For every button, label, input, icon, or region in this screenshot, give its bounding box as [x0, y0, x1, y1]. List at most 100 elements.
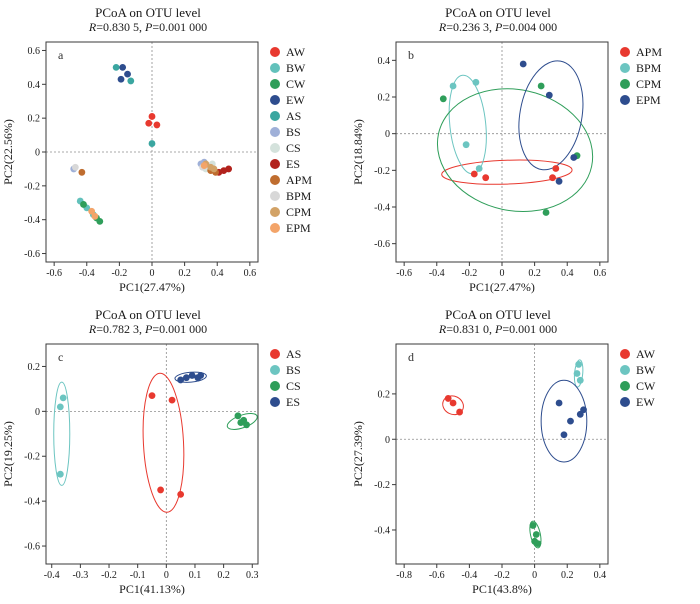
r-label: R — [88, 322, 97, 336]
legend-item-bpm: BPM — [620, 60, 662, 76]
legend-item-bw: BW — [270, 60, 312, 76]
scatter-plot-d: -0.8 -0.6 -0.4 -0.2 0 0.2 0.4 -0.4 -0.2 0 0.2 PC1(4… — [351, 343, 609, 596]
legend-item-ew: EW — [620, 394, 655, 410]
legend-dot-icon — [270, 143, 280, 153]
legend-label: ES — [286, 394, 301, 409]
chart-stats-b: R=0.236 3, P=0.004 000 — [362, 20, 634, 34]
svg-text:0.4: 0.4 — [28, 80, 41, 91]
legend-label: CPM — [636, 76, 662, 91]
svg-text:-0.6: -0.6 — [429, 570, 445, 581]
legend-label: APM — [286, 172, 313, 187]
r-value: =0.236 3, — [446, 20, 495, 34]
svg-text:PC1(43.8%): PC1(43.8%) — [472, 582, 532, 596]
legend-label: EPM — [286, 220, 311, 235]
legend-item-as: AS — [270, 108, 312, 124]
svg-text:-0.2: -0.2 — [461, 268, 477, 279]
svg-text:PC1(27.47%): PC1(27.47%) — [119, 280, 185, 294]
legend-item-as: AS — [270, 346, 301, 362]
legend-label: AW — [286, 44, 306, 59]
svg-text:0.6: 0.6 — [28, 46, 41, 57]
svg-text:-0.4: -0.4 — [79, 268, 95, 279]
legend-dot-icon — [620, 63, 630, 73]
panel-c: PCoA on OTU level R=0.782 3, P=0.001 000… — [0, 302, 350, 604]
scatter-plot-b: -0.6 -0.4 -0.2 0 0.2 0.4 0.6 -0.6 -0.4 -0.2 0 0.2 0.… — [351, 41, 609, 294]
p-label: P — [495, 322, 503, 336]
svg-text:0: 0 — [150, 268, 155, 279]
panel-d-header: PCoA on OTU level R=0.831 0, P=0.001 000 — [362, 307, 634, 336]
svg-text:0.3: 0.3 — [246, 570, 259, 581]
svg-text:PC1(41.13%): PC1(41.13%) — [119, 582, 185, 596]
svg-text:0.2: 0.2 — [561, 570, 574, 581]
legend-label: AS — [286, 108, 302, 123]
legend-dot-icon — [620, 397, 630, 407]
svg-text:-0.6: -0.6 — [24, 542, 40, 553]
legend-label: EPM — [636, 92, 661, 107]
panel-d: PCoA on OTU level R=0.831 0, P=0.001 000… — [350, 302, 700, 604]
p-value: =0.001 000 — [502, 322, 558, 336]
legend-label: BPM — [636, 60, 662, 75]
legend-dot-icon — [270, 79, 280, 89]
legend-d: AW BW CW EW — [620, 346, 655, 410]
svg-text:0.2: 0.2 — [28, 114, 41, 125]
legend-label: ES — [286, 156, 301, 171]
legend-item-cs: CS — [270, 378, 301, 394]
p-label: P — [495, 20, 503, 34]
p-value: =0.001 000 — [152, 20, 208, 34]
legend-dot-icon — [620, 95, 630, 105]
r-value: =0.830 5, — [96, 20, 145, 34]
legend-item-es: ES — [270, 394, 301, 410]
svg-text:-0.2: -0.2 — [24, 181, 40, 192]
svg-text:0.4: 0.4 — [561, 268, 574, 279]
chart-title-c: PCoA on OTU level — [95, 307, 201, 322]
legend-dot-icon — [270, 47, 280, 57]
svg-text:0.4: 0.4 — [211, 268, 224, 279]
legend-item-aw: AW — [620, 346, 655, 362]
svg-text:a: a — [58, 48, 64, 62]
legend-item-apm: APM — [620, 44, 662, 60]
chart-title-d: PCoA on OTU level — [445, 307, 551, 322]
p-value: =0.001 000 — [152, 322, 208, 336]
legend-label: BS — [286, 362, 301, 377]
p-value: =0.004 000 — [502, 20, 558, 34]
scatter-plot-c: -0.4 -0.3 -0.2 -0.1 0 0.1 0.2 0.3 -0.6 -0.4 -0.2 0 0… — [1, 343, 259, 596]
panel-c-header: PCoA on OTU level R=0.782 3, P=0.001 000 — [12, 307, 284, 336]
panel-a-body: -0.6 -0.4 -0.2 0 0.2 0.4 0.6 -0.6 -0.4 -0.2 0 0.2 0.… — [0, 34, 350, 298]
legend-item-ew: EW — [270, 92, 312, 108]
panel-c-body: -0.4 -0.3 -0.2 -0.1 0 0.1 0.2 0.3 -0.6 -0.4 -0.2 0 0… — [0, 336, 350, 600]
svg-text:0.2: 0.2 — [217, 570, 230, 581]
svg-text:-0.6: -0.6 — [374, 239, 390, 250]
svg-text:0.6: 0.6 — [244, 268, 257, 279]
legend-dot-icon — [270, 159, 280, 169]
legend-item-bs: BS — [270, 362, 301, 378]
legend-label: AW — [636, 346, 656, 361]
svg-text:-0.2: -0.2 — [374, 166, 390, 177]
svg-text:-0.4: -0.4 — [374, 203, 390, 214]
svg-text:-0.2: -0.2 — [24, 452, 40, 463]
legend-dot-icon — [270, 111, 280, 121]
legend-item-epm: EPM — [270, 220, 312, 236]
svg-text:0: 0 — [385, 129, 390, 140]
svg-text:-0.6: -0.6 — [46, 268, 62, 279]
legend-label: AS — [286, 346, 302, 361]
chart-stats-c: R=0.782 3, P=0.001 000 — [12, 322, 284, 336]
svg-text:-0.6: -0.6 — [396, 268, 412, 279]
legend-label: BPM — [286, 188, 312, 203]
legend-b: APM BPM CPM EPM — [620, 44, 662, 108]
legend-label: EW — [636, 394, 655, 409]
legend-item-cpm: CPM — [620, 76, 662, 92]
svg-text:0: 0 — [35, 407, 40, 418]
legend-dot-icon — [270, 127, 280, 137]
p-label: P — [145, 20, 153, 34]
svg-text:0.4: 0.4 — [594, 570, 607, 581]
svg-text:-0.2: -0.2 — [374, 480, 390, 491]
legend-item-epm: EPM — [620, 92, 662, 108]
panel-a-header: PCoA on OTU level R=0.830 5, P=0.001 000 — [12, 5, 284, 34]
svg-text:-0.4: -0.4 — [24, 497, 40, 508]
svg-text:-0.6: -0.6 — [24, 249, 40, 260]
legend-dot-icon — [270, 175, 280, 185]
svg-text:PC1(27.47%): PC1(27.47%) — [469, 280, 535, 294]
legend-dot-icon — [270, 397, 280, 407]
chart-title-b: PCoA on OTU level — [445, 5, 551, 20]
panel-a: PCoA on OTU level R=0.830 5, P=0.001 000… — [0, 0, 350, 302]
